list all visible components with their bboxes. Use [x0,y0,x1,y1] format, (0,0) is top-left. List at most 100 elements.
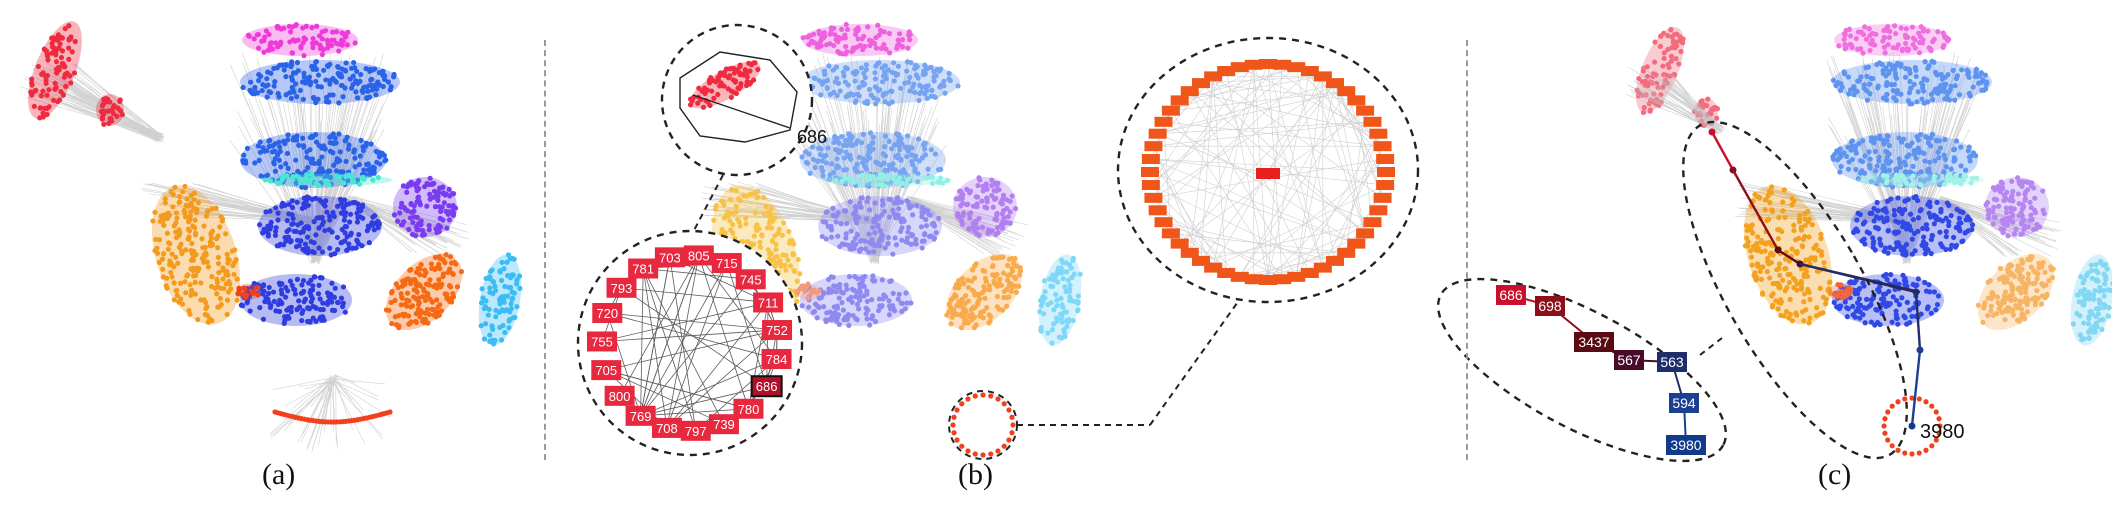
node [2032,196,2037,201]
node [1919,311,1924,316]
node [1837,169,1842,174]
node [296,143,301,148]
node [1006,407,1011,412]
node [252,85,257,90]
node [893,167,898,172]
node [1899,210,1904,215]
node [808,171,813,176]
node [873,63,878,68]
node [909,204,914,209]
node [887,215,892,220]
node [842,242,847,247]
node [892,235,897,240]
ring-node-label: 752 [766,323,788,338]
node-cluster [1834,23,1951,56]
edge [336,382,337,445]
node [1863,320,1868,325]
cluster-hull [240,274,352,326]
node [1882,35,1887,40]
node [360,175,365,180]
node [301,40,306,45]
node [1009,415,1014,420]
node [830,206,835,211]
node [316,283,321,288]
node [873,160,878,165]
node [414,199,419,204]
node [837,295,842,300]
node [266,233,271,238]
node [1875,208,1880,213]
node [1999,226,2004,231]
node [842,155,847,160]
node-cluster [800,59,961,106]
node [2031,227,2036,232]
node [848,157,853,162]
node [905,59,910,64]
node [236,286,241,291]
node [446,203,451,208]
node [287,227,292,232]
node [1853,167,1858,172]
ring-node-label: 708 [656,421,678,436]
node [1855,47,1860,52]
node [931,69,936,74]
node [321,307,326,312]
node [1868,302,1873,307]
node [799,154,804,159]
node [883,99,888,104]
node [370,67,375,72]
node [290,86,295,91]
node [895,195,900,200]
ring-node-box [1245,60,1263,70]
node [892,142,897,147]
node [341,180,346,185]
ring-node-label: 793 [611,281,633,296]
node [1875,200,1880,205]
node [883,63,888,68]
node [909,159,914,164]
node [1903,75,1908,80]
node [837,244,842,249]
node [838,88,843,93]
node [1876,226,1881,231]
node [273,205,278,210]
node [833,79,838,84]
node [333,140,338,145]
node [444,226,449,231]
node [1992,197,1997,202]
node [835,156,840,161]
node [836,210,841,215]
node [1867,149,1872,154]
node [1907,101,1912,106]
node [815,158,820,163]
ring-node-box [1363,117,1381,127]
node [821,291,826,296]
node [1861,32,1866,37]
node [255,285,260,290]
ring-node-label: 703 [659,250,681,265]
node [356,232,361,237]
node [905,199,910,204]
node [873,319,878,324]
node [388,87,393,92]
node [273,141,278,146]
ring-node-box [1374,141,1392,151]
node [265,224,270,229]
node [1859,168,1864,173]
node [383,157,388,162]
node [1945,174,1950,179]
node [897,292,902,297]
node [831,170,836,175]
node [903,290,908,295]
node [440,205,445,210]
node [365,84,370,89]
node [1899,140,1904,145]
ring-node-label: 715 [716,256,738,271]
node [256,143,261,148]
node [349,231,354,236]
node [271,160,276,165]
node [1877,216,1882,221]
node [898,86,903,91]
node [1891,294,1896,299]
node [1871,241,1876,246]
